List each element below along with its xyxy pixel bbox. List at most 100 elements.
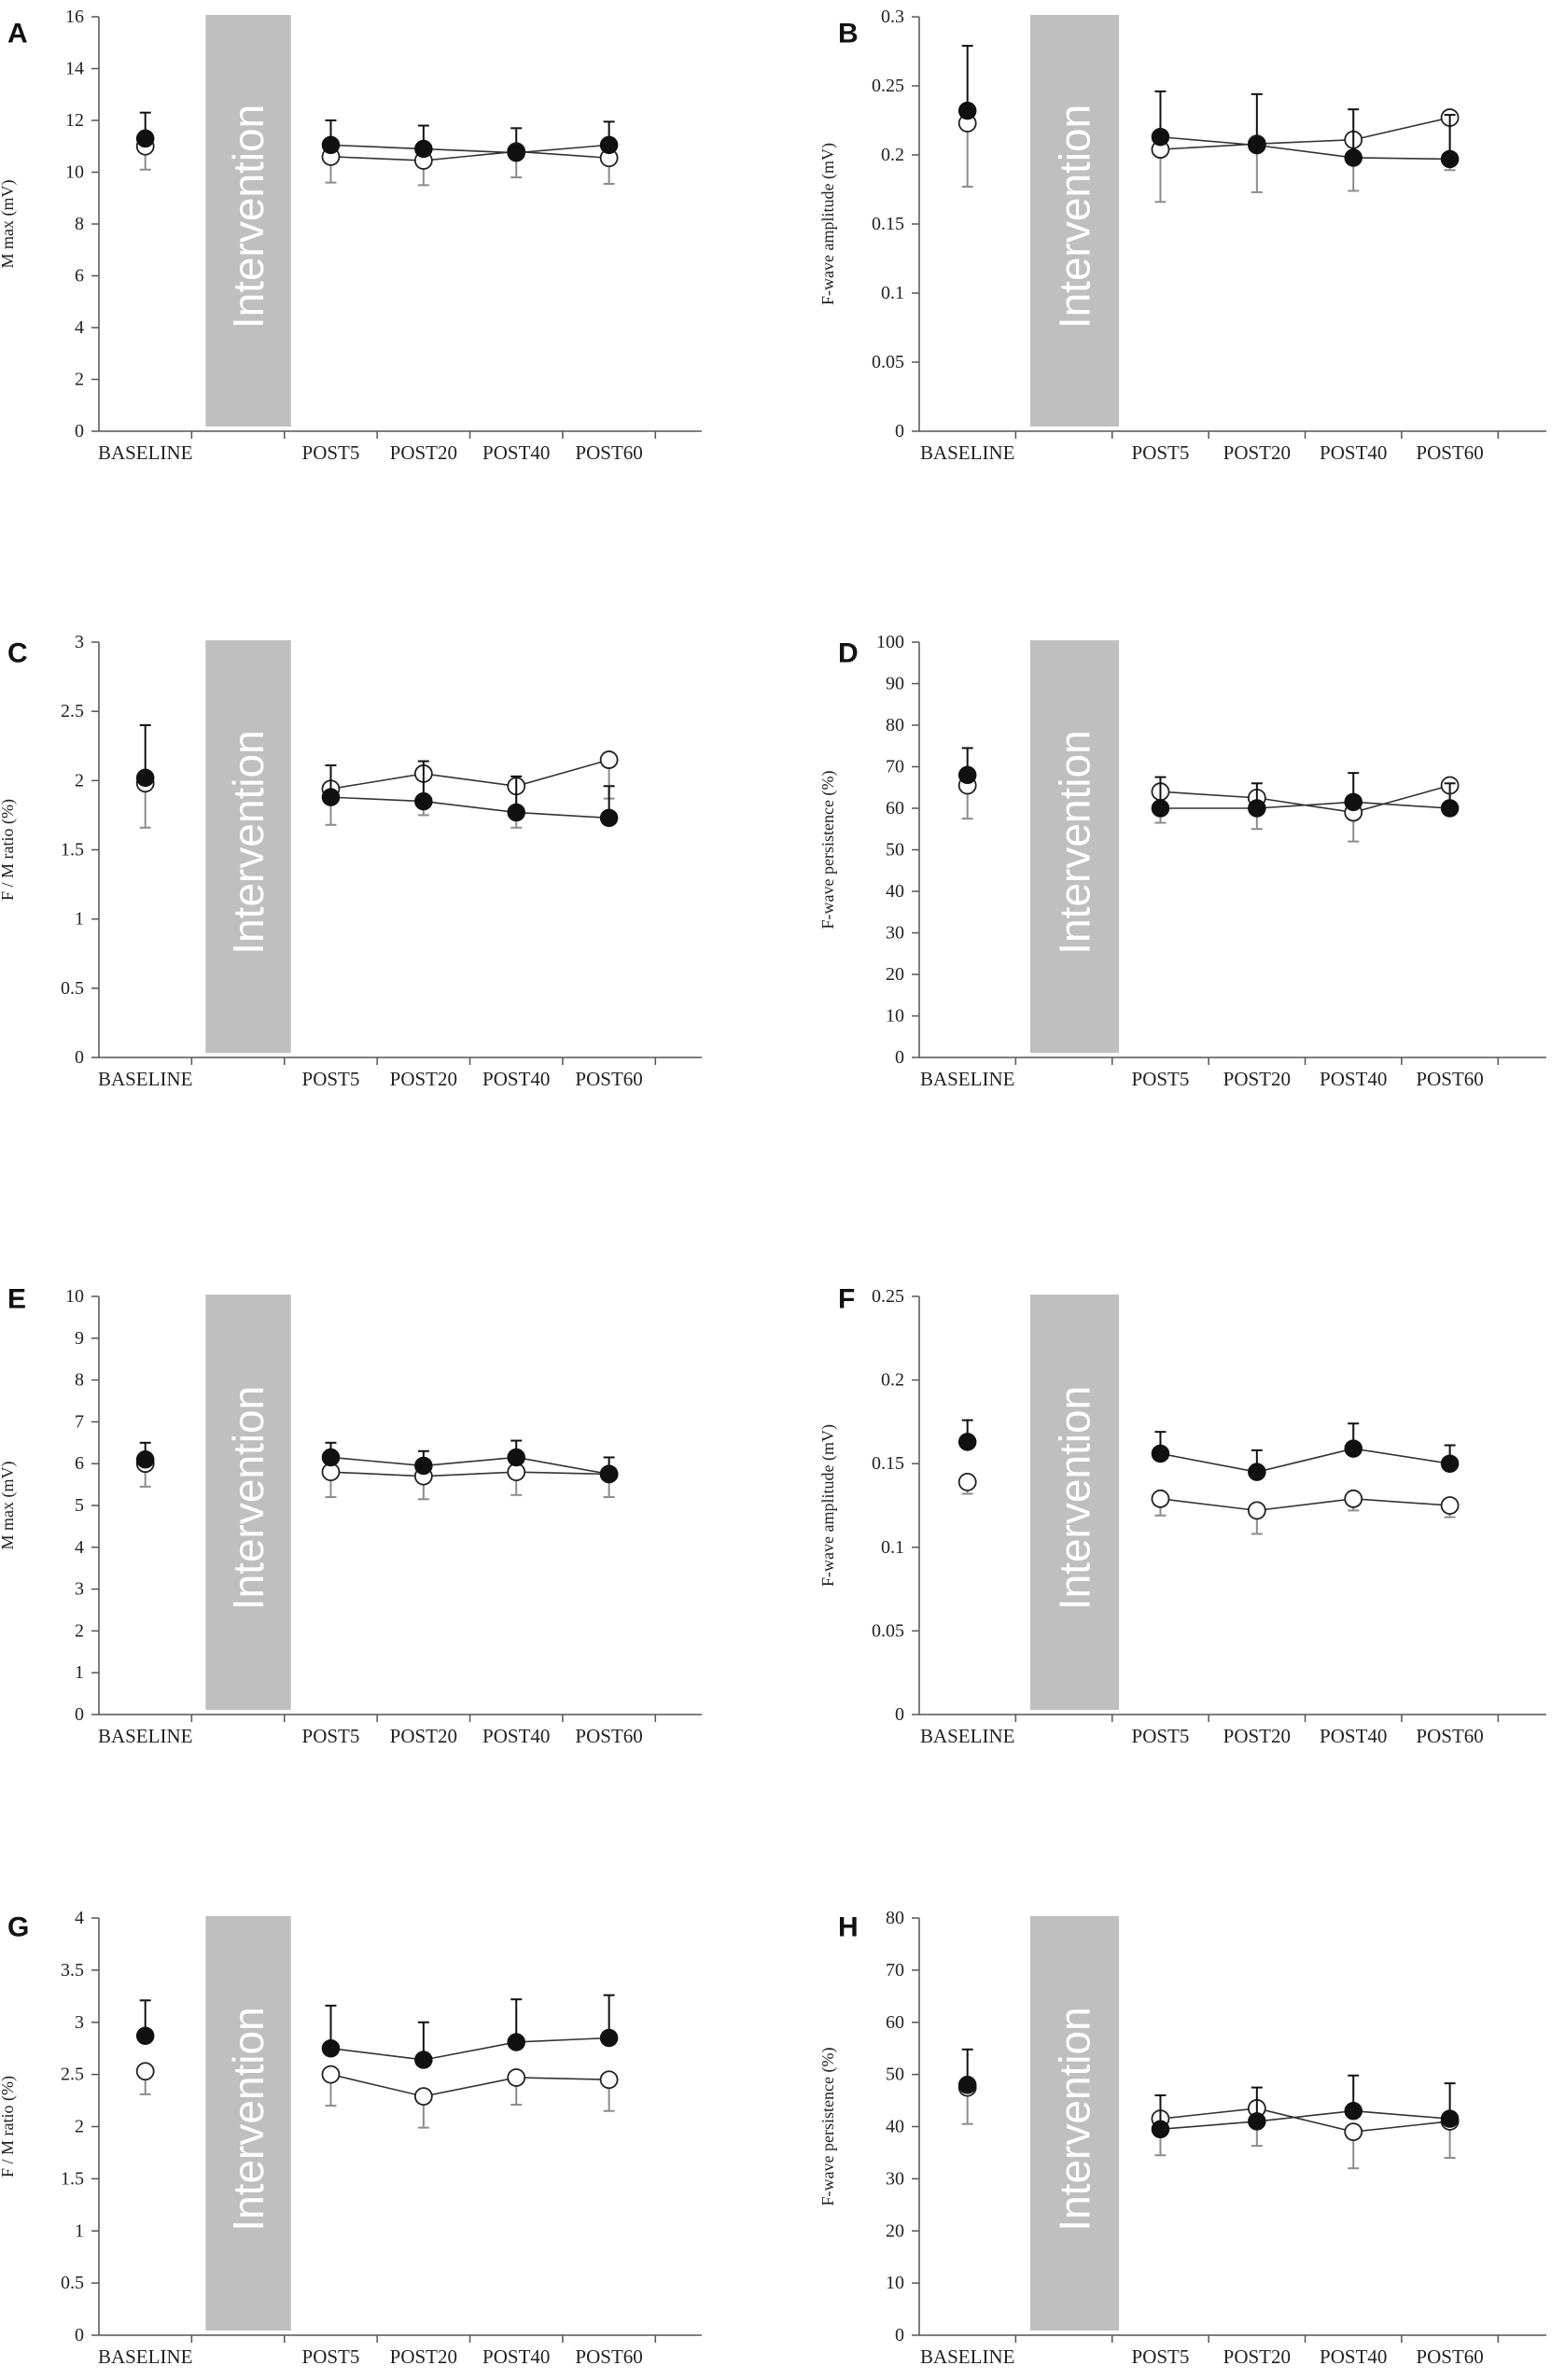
series-filled (135, 1439, 619, 1484)
y-tick-label: 0.1 (881, 1537, 904, 1558)
y-axis-title: M max (mV) (0, 180, 18, 269)
data-point-filled (1151, 2120, 1170, 2139)
panel-g: Intervention 0 0.5 1 1.5 2 2.5 3 3.5 4 BASELINE POS… (0, 1908, 702, 2368)
y-tick-label: 0 (75, 2325, 84, 2345)
data-point-filled (321, 1448, 341, 1467)
data-point-filled (507, 143, 525, 162)
y-tick-label: 2 (75, 2117, 84, 2137)
y-tick-label: 7 (75, 1411, 84, 1432)
data-point-open (507, 2068, 526, 2087)
panel-c: Intervention 0 0.5 1 1.5 2 2.5 3 BASELINE POST5 PO… (0, 632, 702, 1090)
y-tick-label: 0.15 (872, 1453, 904, 1474)
y-tick-label: 6 (75, 1453, 84, 1474)
y-tick-label: 2.5 (61, 2065, 84, 2085)
data-point-open (1344, 2122, 1363, 2141)
x-tick-label: BASELINE (98, 2345, 193, 2368)
data-point-filled (1151, 1444, 1170, 1463)
data-point-filled (599, 808, 619, 828)
y-tick-label: 50 (886, 2065, 904, 2085)
series-line-open (330, 1471, 609, 1477)
intervention-band (205, 640, 291, 1053)
data-point-filled (321, 788, 341, 806)
intervention-label: Intervention (1050, 730, 1098, 954)
series-line-open (1160, 117, 1450, 150)
intervention-label: Intervention (1050, 2007, 1098, 2231)
intervention-band (1029, 1295, 1120, 1710)
x-tick-label: POST40 (482, 2345, 550, 2368)
x-tick-label: POST60 (575, 2345, 642, 2368)
y-axis-title: F-wave persistence (%) (818, 771, 838, 930)
series-filled (957, 1419, 1460, 1481)
data-point-open (1440, 1496, 1460, 1515)
y-tick-label: 4 (75, 1908, 84, 1928)
intervention-band (205, 15, 291, 427)
x-tick-label: POST60 (575, 441, 642, 464)
data-point-filled (1440, 799, 1460, 818)
y-tick-label: 1.5 (61, 840, 84, 861)
series-line-filled (330, 796, 609, 819)
x-tick-label: POST20 (1223, 2345, 1291, 2368)
data-point-filled (135, 1449, 155, 1469)
series-filled (957, 2048, 1460, 2139)
y-axis-title: F / M ratio (%) (0, 799, 18, 901)
y-tick-label: 0.25 (872, 1286, 904, 1307)
series-filled (957, 747, 1460, 818)
data-point-filled (957, 1433, 977, 1451)
x-tick-label: POST40 (482, 1725, 550, 1747)
data-point-open (1344, 1489, 1363, 1508)
y-tick-label: 3 (75, 1579, 84, 1600)
y-tick-label: 60 (886, 798, 904, 819)
data-point-open (321, 2065, 341, 2084)
data-point-filled (414, 2051, 433, 2069)
series-line-filled (1160, 801, 1450, 809)
data-point-open (599, 2070, 619, 2090)
series-line-filled (1160, 1448, 1450, 1473)
y-axis-title: F / M ratio (%) (0, 2076, 18, 2177)
y-tick-label: 8 (75, 214, 84, 234)
panel-letter: E (7, 1284, 26, 1315)
data-point-open (135, 2062, 155, 2081)
y-tick-label: 12 (65, 110, 84, 131)
series-line-open (330, 2073, 609, 2097)
series-line-filled (330, 144, 609, 154)
series-line-open (330, 759, 609, 791)
data-point-filled (1440, 2109, 1460, 2128)
data-point-filled (1151, 128, 1170, 147)
x-tick-label: POST20 (1223, 441, 1291, 464)
panel-letter: A (7, 19, 28, 49)
data-point-open (413, 2087, 433, 2106)
panel-letter: C (7, 638, 28, 669)
data-point-filled (1248, 2112, 1266, 2131)
data-point-filled (1440, 149, 1460, 169)
panel-f: Intervention 0 0.05 0.1 0.15 0.2 0.25 BASELINE P… (818, 1284, 1546, 1747)
data-point-filled (1344, 792, 1362, 812)
data-point-filled (135, 2026, 155, 2046)
y-tick-label: 50 (886, 840, 904, 861)
x-tick-label: POST5 (1132, 2345, 1190, 2368)
panel-h: Intervention 0 10 20 30 40 50 60 70 80 BASELINE POS… (818, 1908, 1546, 2368)
y-tick-label: 80 (886, 1908, 904, 1928)
data-point-open (957, 1473, 977, 1491)
series-filled (135, 111, 619, 162)
y-tick-label: 0.25 (872, 76, 904, 96)
x-tick-label: POST5 (302, 1068, 360, 1090)
intervention-band (1029, 640, 1120, 1053)
series-line-open (1160, 2107, 1450, 2133)
x-tick-label: POST5 (1132, 1725, 1190, 1747)
data-point-filled (1440, 1454, 1460, 1473)
series-line-filled (1160, 135, 1450, 161)
data-point-filled (1248, 1463, 1266, 1481)
x-tick-label: POST40 (482, 441, 550, 464)
x-tick-label: POST60 (1416, 1725, 1483, 1747)
data-point-filled (599, 2028, 619, 2048)
x-tick-label: POST60 (1416, 441, 1483, 464)
y-tick-label: 20 (886, 964, 904, 985)
intervention-label: Intervention (224, 105, 272, 329)
y-tick-label: 100 (876, 632, 904, 652)
series-filled (135, 724, 619, 828)
y-tick-label: 2 (75, 370, 84, 390)
data-point-filled (414, 139, 433, 159)
x-tick-label: POST40 (1320, 1068, 1387, 1090)
panel-letter: B (838, 19, 859, 49)
